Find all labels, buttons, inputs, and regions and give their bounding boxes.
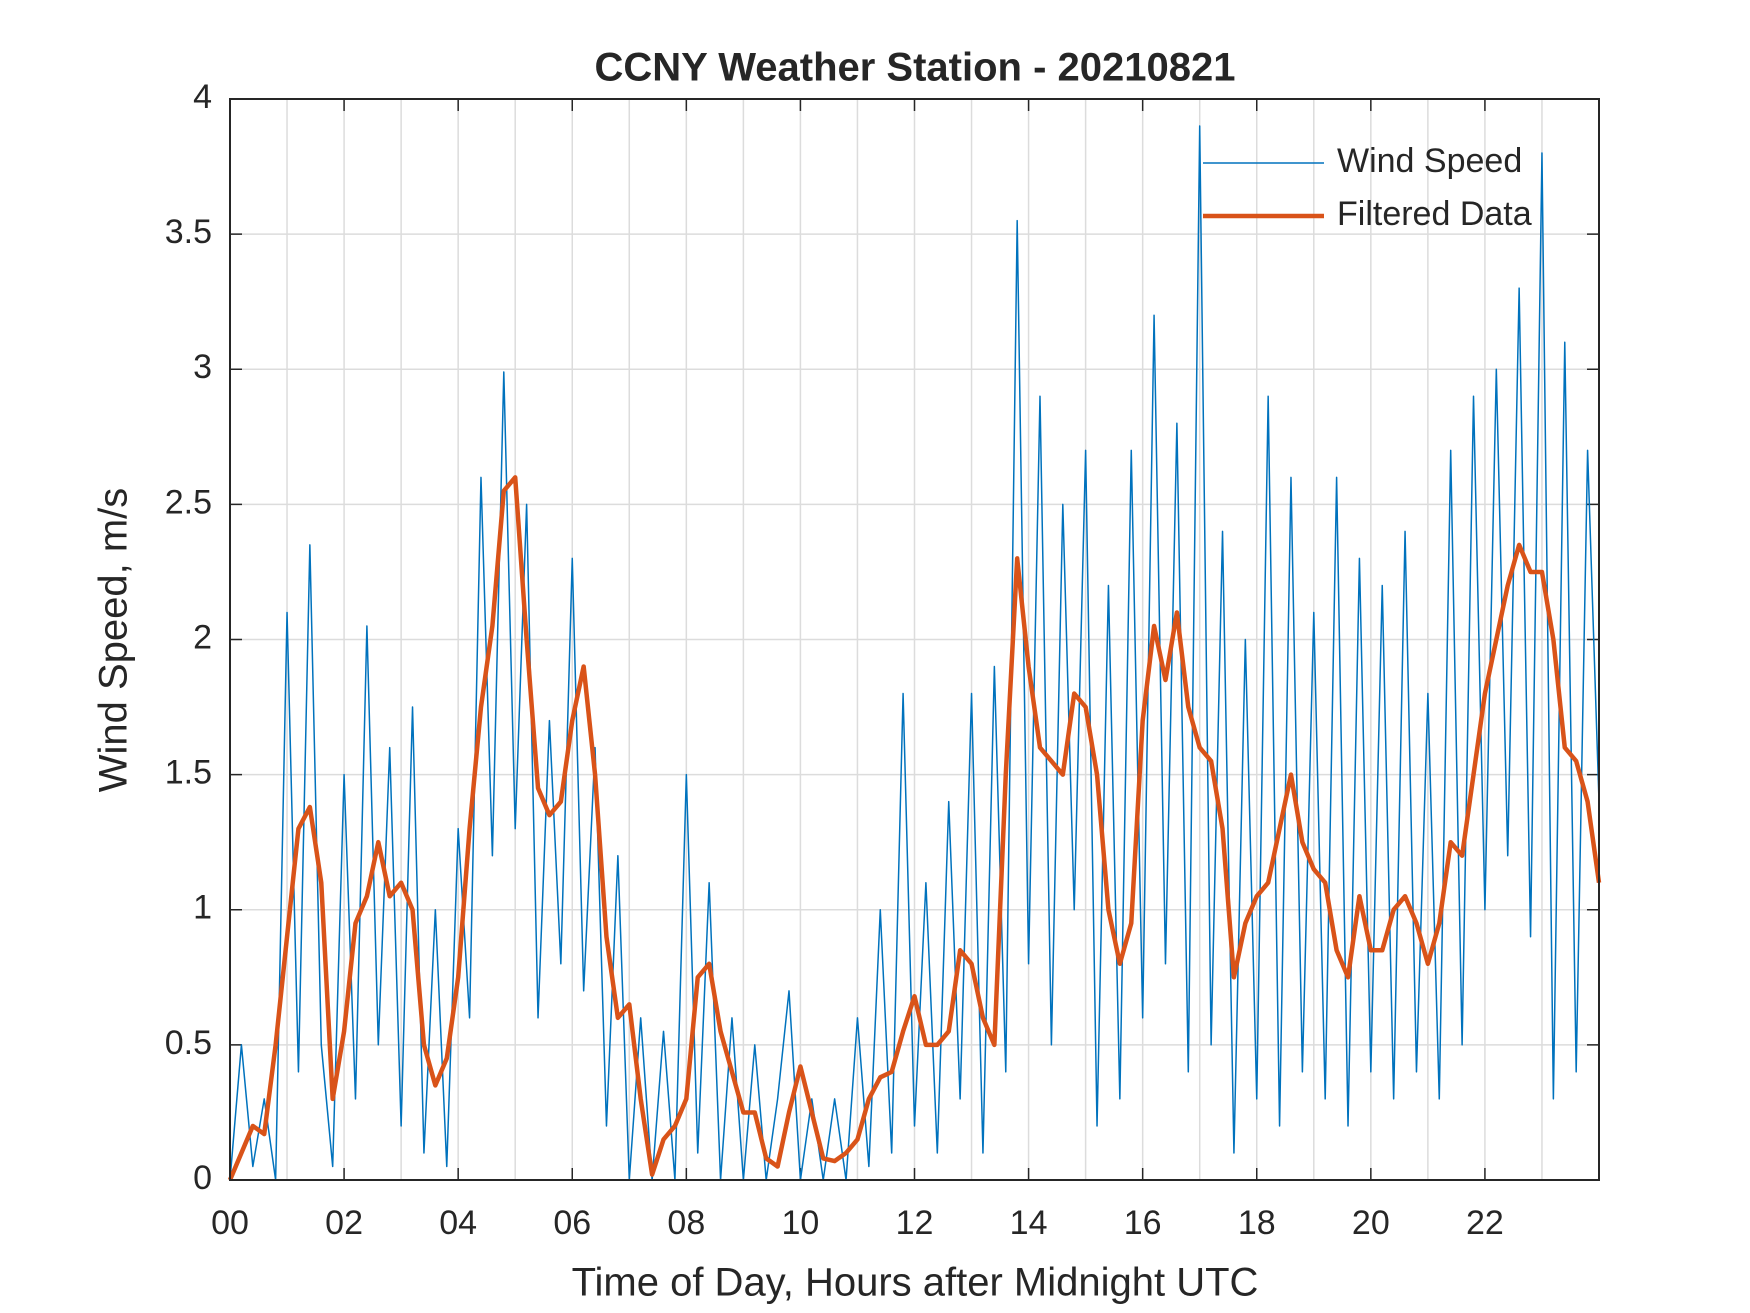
y-tick-label: 1: [193, 889, 212, 927]
x-tick-label: 12: [896, 1204, 934, 1242]
x-tick-label: 22: [1466, 1204, 1504, 1242]
x-tick-label: 00: [211, 1204, 249, 1242]
y-tick-label: 0.5: [165, 1024, 212, 1062]
y-tick-label: 2: [193, 618, 212, 656]
x-tick-label: 02: [325, 1204, 363, 1242]
y-tick-label: 3.5: [165, 213, 212, 251]
y-tick-label: 1.5: [165, 754, 212, 792]
x-tick-label: 06: [553, 1204, 591, 1242]
y-tick-label: 3: [193, 348, 212, 386]
data-line: [229, 125, 1600, 1181]
plot-frame: [229, 98, 1600, 1181]
y-tick-label: 4: [193, 78, 212, 116]
data-line: [227, 475, 1602, 1181]
x-tick-label: 10: [782, 1204, 820, 1242]
x-tick-label: 16: [1124, 1204, 1162, 1242]
y-tick-label: 2.5: [165, 483, 212, 521]
x-tick-label: 20: [1352, 1204, 1390, 1242]
legend-label: Filtered Data: [1337, 195, 1532, 233]
x-axis-label: Time of Day, Hours after Midnight UTC: [572, 1261, 1259, 1305]
legend-label: Wind Speed: [1337, 142, 1522, 180]
y-axis-label: Wind Speed, m/s: [92, 488, 136, 793]
x-tick-label: 14: [1010, 1204, 1048, 1242]
x-tick-label: 04: [439, 1204, 477, 1242]
x-tick-label: 18: [1238, 1204, 1276, 1242]
x-tick-label: 08: [667, 1204, 705, 1242]
chart-title: CCNY Weather Station - 20210821: [595, 46, 1236, 90]
y-tick-label: 0: [193, 1159, 212, 1197]
